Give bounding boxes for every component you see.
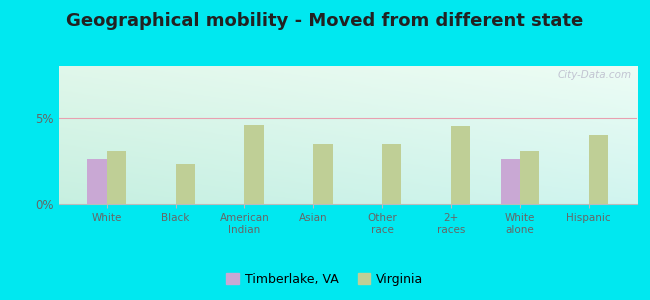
Bar bbox=[244, 125, 264, 204]
Bar bbox=[520, 151, 540, 204]
Bar bbox=[451, 126, 471, 204]
Text: Geographical mobility - Moved from different state: Geographical mobility - Moved from diffe… bbox=[66, 12, 584, 30]
Text: City-Data.com: City-Data.com bbox=[557, 70, 631, 80]
Bar bbox=[107, 151, 126, 204]
Bar bbox=[313, 144, 333, 204]
Legend: Timberlake, VA, Virginia: Timberlake, VA, Virginia bbox=[222, 268, 428, 291]
Bar bbox=[382, 144, 402, 204]
Bar bbox=[500, 159, 520, 204]
Bar bbox=[589, 135, 608, 204]
Bar bbox=[176, 164, 195, 204]
Bar bbox=[87, 159, 107, 204]
